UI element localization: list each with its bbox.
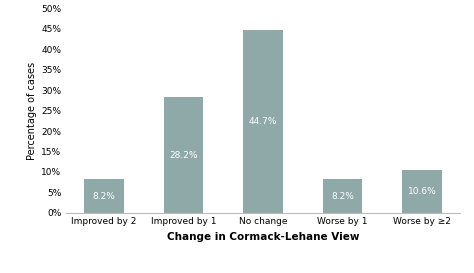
Bar bbox=[164, 97, 203, 213]
Text: 10.6%: 10.6% bbox=[408, 187, 437, 196]
Text: 28.2%: 28.2% bbox=[169, 151, 198, 160]
Bar bbox=[323, 179, 363, 213]
Text: 8.2%: 8.2% bbox=[93, 192, 116, 201]
Text: 8.2%: 8.2% bbox=[331, 192, 354, 201]
X-axis label: Change in Cormack-Lehane View: Change in Cormack-Lehane View bbox=[167, 232, 359, 242]
Text: 44.7%: 44.7% bbox=[249, 117, 277, 126]
Bar bbox=[243, 30, 283, 213]
Bar bbox=[402, 170, 442, 213]
Y-axis label: Percentage of cases: Percentage of cases bbox=[27, 61, 37, 160]
Bar bbox=[84, 179, 124, 213]
